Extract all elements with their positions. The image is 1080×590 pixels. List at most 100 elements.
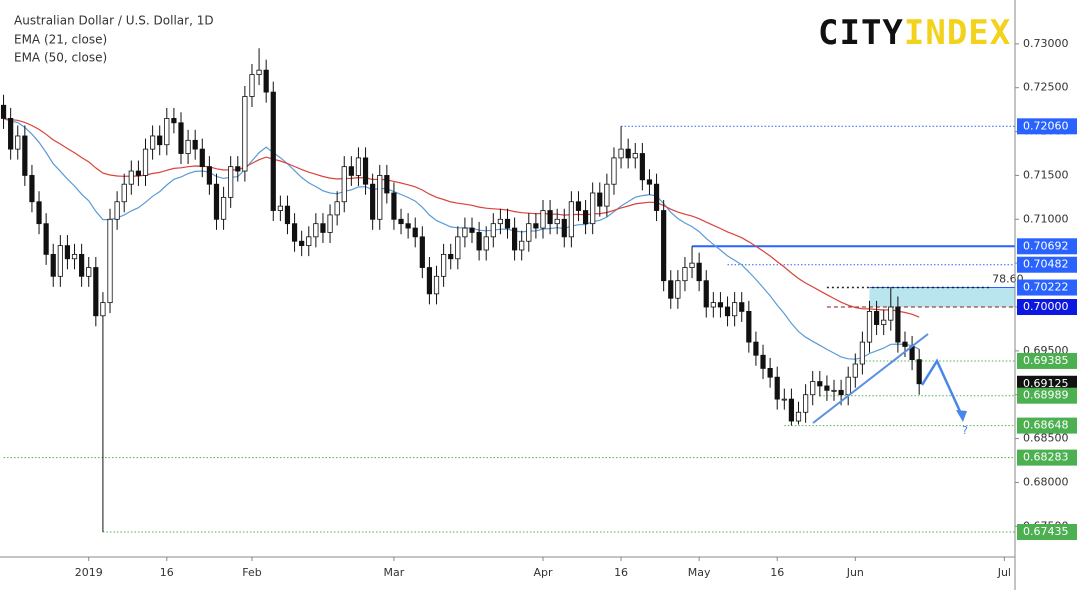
candle-body: [398, 218, 404, 225]
candle-body: [533, 223, 539, 229]
candle-body: [327, 214, 333, 233]
arrow-head: [956, 410, 967, 422]
candle-body: [36, 201, 42, 225]
level-label: 0.69125: [1023, 377, 1069, 390]
logo: CITYINDEX: [818, 13, 1011, 53]
x-tick-label: 16: [160, 566, 174, 579]
candle-body: [362, 157, 369, 185]
candle-body: [554, 218, 560, 225]
candle-body: [171, 118, 177, 124]
level-label: 0.68283: [1023, 451, 1069, 464]
candle-body: [370, 183, 376, 220]
candle-body: [462, 227, 468, 238]
question-mark: ?: [962, 424, 968, 437]
level-label: 0.70222: [1023, 281, 1069, 294]
candle-body: [199, 148, 205, 168]
level-label-box: [1017, 352, 1077, 369]
candle-body: [299, 240, 305, 247]
candle-body: [384, 175, 390, 194]
candle-body: [341, 166, 347, 203]
candle-body: [57, 245, 63, 277]
candle-body: [433, 275, 440, 295]
logo-city: CITY: [818, 13, 904, 53]
candle-body: [50, 253, 56, 277]
candle-body: [228, 166, 234, 198]
candle-body: [448, 253, 454, 260]
trendline: [812, 333, 929, 424]
level-label-box: [1017, 238, 1077, 255]
candle-body: [824, 385, 830, 391]
candle-body: [150, 135, 156, 150]
candle-body: [852, 363, 858, 378]
candle-body: [646, 179, 653, 185]
candle-body: [817, 381, 823, 387]
candle-body: [476, 232, 482, 251]
candle-body: [753, 341, 759, 356]
candle-body: [22, 135, 28, 176]
candle-body: [206, 166, 212, 185]
level-label: 0.70000: [1023, 300, 1069, 313]
candle-body: [724, 306, 731, 317]
candle-body: [320, 223, 326, 233]
candle-body: [426, 267, 433, 295]
candle-body: [632, 153, 638, 159]
y-tick-label: 0.73000: [1023, 37, 1069, 50]
level-label: 0.68648: [1023, 419, 1069, 432]
candle-body: [795, 411, 802, 422]
ema-line: [3, 117, 920, 318]
candle-body: [781, 398, 787, 401]
x-tick-label: Mar: [384, 566, 405, 579]
candle-body: [93, 267, 99, 317]
candle-body: [575, 201, 582, 211]
candle-body: [760, 354, 766, 369]
level-label: 0.69385: [1023, 354, 1069, 367]
indicator-label: EMA (21, close): [14, 33, 107, 47]
y-tick-label: 0.68500: [1023, 432, 1069, 445]
candle-body: [107, 218, 113, 304]
candle-body: [526, 223, 532, 242]
candle-body: [121, 183, 127, 203]
candle-body: [888, 306, 894, 321]
candle-body: [114, 201, 120, 220]
candle-body: [306, 236, 312, 247]
level-label-box: [1017, 256, 1077, 273]
indicator-label: EMA (50, close): [14, 51, 107, 65]
candle-body: [64, 245, 71, 260]
y-tick-label: 0.68000: [1023, 475, 1069, 488]
candle-body: [625, 148, 631, 159]
level-label-box: [1017, 299, 1077, 316]
level-label-box: [1017, 449, 1077, 466]
x-tick-label: 16: [770, 566, 784, 579]
candle-body: [590, 192, 596, 225]
level-label: 0.72060: [1023, 119, 1069, 132]
candle-body: [547, 210, 553, 225]
y-tick-label: 0.71500: [1023, 168, 1069, 181]
level-label-box: [1017, 118, 1077, 135]
candle-body: [597, 192, 603, 207]
candle-body: [284, 205, 291, 225]
candle-body: [675, 280, 681, 299]
candle-body: [895, 306, 901, 343]
candle-body: [746, 310, 752, 343]
candle-body: [71, 253, 78, 260]
x-tick-label: Jul: [997, 566, 1011, 579]
candle-body: [455, 236, 461, 260]
x-tick-label: May: [688, 566, 711, 579]
candle-body: [249, 74, 255, 97]
level-label: 0.68989: [1023, 389, 1069, 402]
candle-body: [128, 170, 134, 185]
candle-body: [831, 389, 837, 392]
candle-body: [348, 166, 354, 176]
chart-title: Australian Dollar / U.S. Dollar, 1D: [14, 14, 214, 28]
candle-body: [710, 302, 716, 308]
x-tick-label: 16: [614, 566, 628, 579]
candle-body: [661, 210, 667, 282]
level-label-box: [1017, 417, 1077, 434]
candle-body: [845, 376, 851, 396]
candle-body: [803, 394, 809, 413]
level-label: 0.70692: [1023, 239, 1069, 252]
candle-body: [696, 262, 702, 282]
candle-body: [419, 236, 425, 268]
ema-line: [3, 117, 920, 360]
candle-body: [881, 319, 887, 325]
